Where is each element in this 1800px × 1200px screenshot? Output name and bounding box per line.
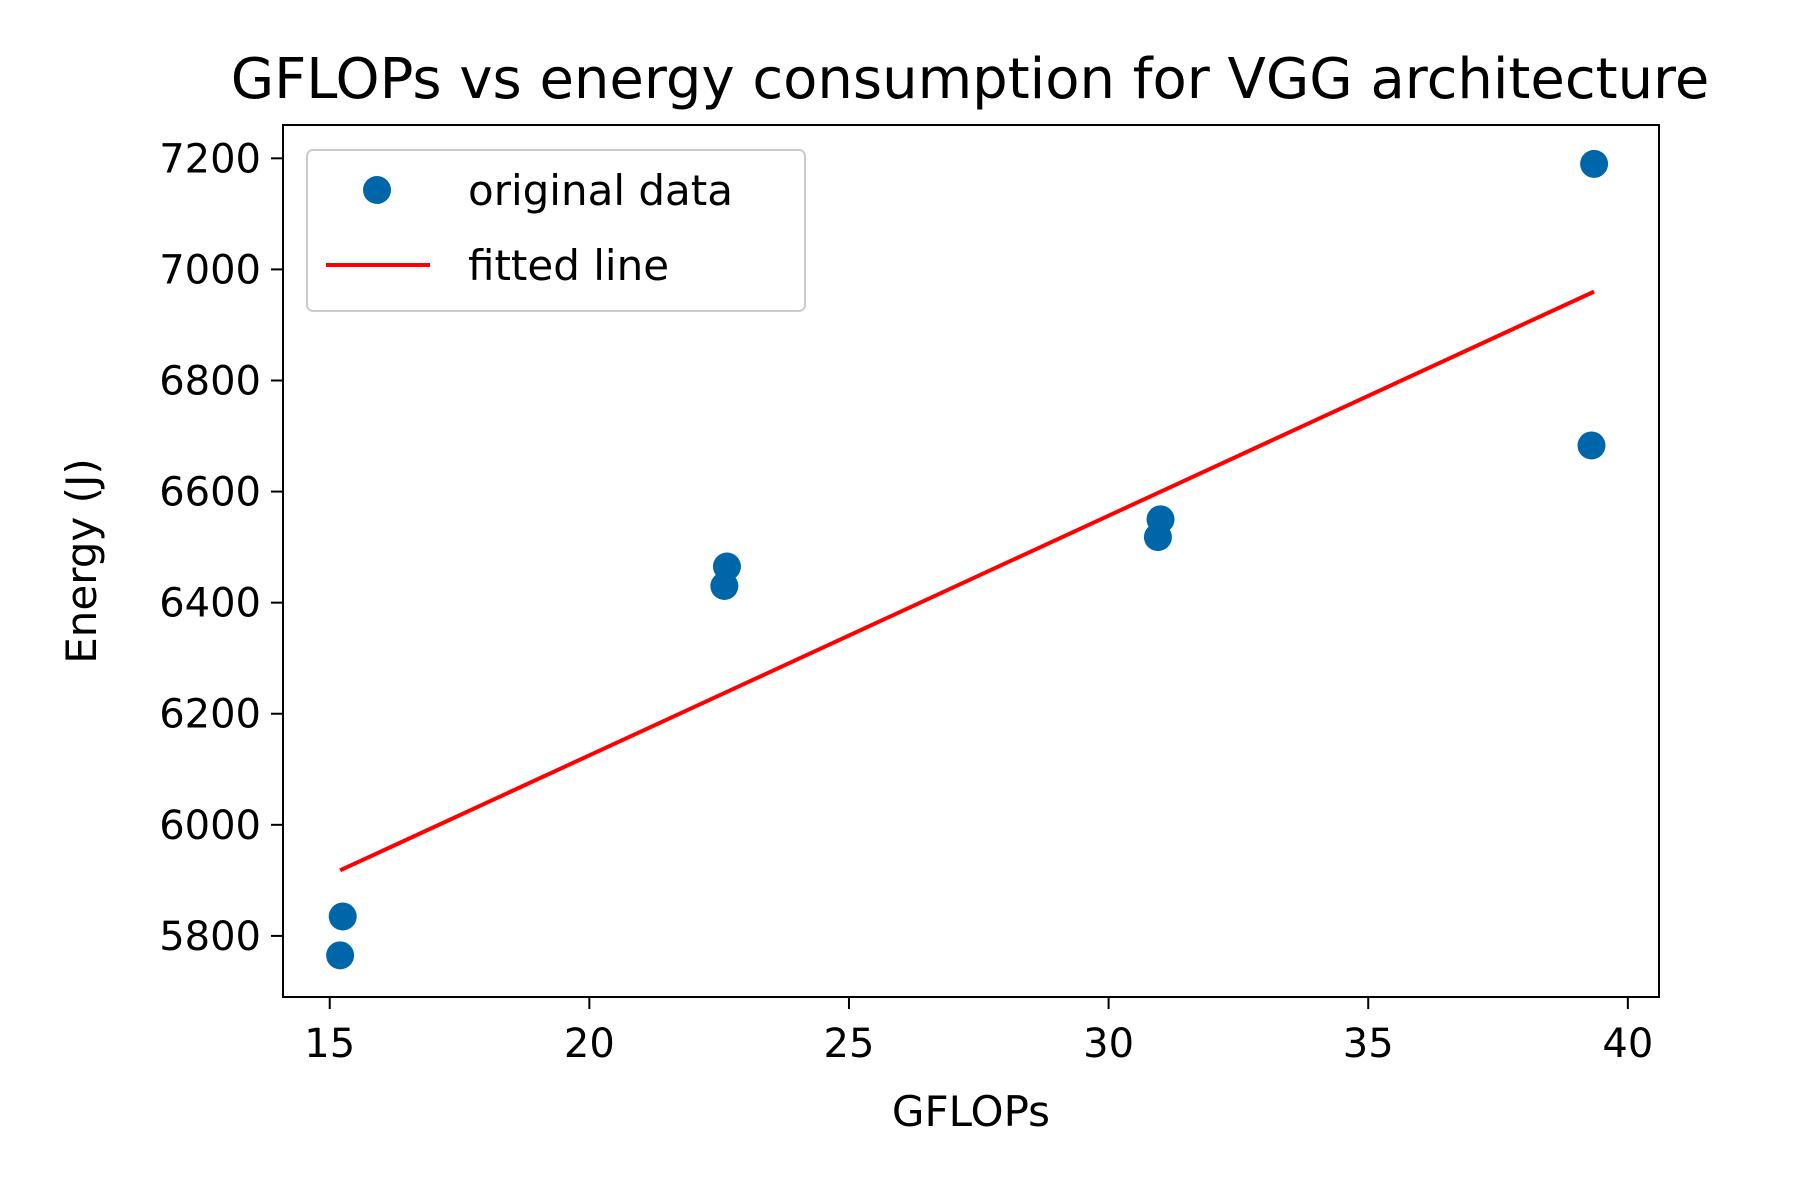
x-axis-label: GFLOPs — [892, 1087, 1050, 1136]
x-tick-label: 15 — [304, 1021, 355, 1067]
legend-box — [306, 149, 806, 312]
x-tick-label: 35 — [1343, 1021, 1394, 1067]
chart-title: GFLOPs vs energy consumption for VGG arc… — [231, 47, 1710, 112]
x-tick-label: 20 — [564, 1021, 615, 1067]
y-axis-label: Energy (J) — [57, 458, 106, 664]
x-axis-ticks: 15 20 25 30 35 40 — [304, 997, 1653, 1067]
y-tick-label: 6800 — [159, 358, 261, 404]
data-point — [1146, 505, 1175, 534]
x-tick-label: 30 — [1083, 1021, 1134, 1067]
plot-frame — [282, 124, 1660, 998]
data-point — [712, 552, 741, 581]
y-tick-label: 7000 — [159, 247, 261, 293]
y-tick-label: 6200 — [159, 692, 261, 738]
series-layer — [326, 149, 1609, 970]
y-tick-label: 5800 — [159, 914, 261, 960]
fitted-line — [339, 289, 1595, 873]
y-tick-label: 6000 — [159, 803, 261, 849]
y-tick-label: 6400 — [159, 581, 261, 627]
legend-marker-original-data — [363, 176, 391, 204]
data-point — [1577, 431, 1606, 460]
y-tick-label: 7200 — [159, 136, 261, 182]
x-tick-label: 25 — [824, 1021, 875, 1067]
legend-label-fitted-line: fitted line — [468, 241, 669, 290]
data-point — [326, 941, 355, 970]
legend-label-original-data: original data — [468, 166, 733, 215]
legend: original data fitted line — [306, 149, 806, 312]
data-point — [1580, 149, 1609, 178]
data-point — [328, 902, 357, 931]
x-tick-label: 40 — [1602, 1021, 1653, 1067]
y-tick-label: 6600 — [159, 470, 261, 516]
y-axis-ticks: 5800 6000 6200 6400 6600 6800 7000 7200 — [159, 136, 283, 960]
